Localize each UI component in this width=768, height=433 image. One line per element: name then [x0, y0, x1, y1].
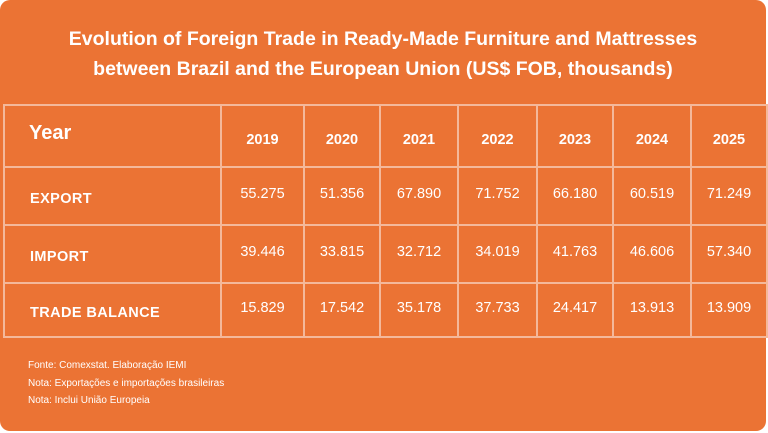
header-row: Year 2019 2020 2021 2022 2023 2024 2025 — [3, 104, 768, 168]
trade-balance-2022: 37.733 — [457, 282, 538, 338]
trade-balance-2019: 15.829 — [220, 282, 305, 338]
eu-note: Nota: Inclui União Europeia — [28, 395, 150, 406]
year-2020: 2020 — [303, 104, 381, 168]
trade-balance-2025: 13.909 — [690, 282, 768, 338]
export-2024: 60.519 — [612, 166, 692, 226]
title: Evolution of Foreign Trade in Ready-Made… — [0, 24, 766, 84]
year-2022: 2022 — [457, 104, 538, 168]
import-2019: 39.446 — [220, 224, 305, 284]
export-2020: 51.356 — [303, 166, 381, 226]
trade-table: Year 2019 2020 2021 2022 2023 2024 2025 … — [3, 104, 768, 338]
trade-balance-2020: 17.542 — [303, 282, 381, 338]
trade-balance-row: TRADE BALANCE 15.829 17.542 35.178 37.73… — [3, 282, 768, 338]
import-row: IMPORT 39.446 33.815 32.712 34.019 41.76… — [3, 224, 768, 284]
import-label: IMPORT — [3, 224, 222, 284]
trade-balance-2023: 24.417 — [536, 282, 614, 338]
year-2025: 2025 — [690, 104, 768, 168]
import-2024: 46.606 — [612, 224, 692, 284]
year-2024: 2024 — [612, 104, 692, 168]
export-2019: 55.275 — [220, 166, 305, 226]
export-row: EXPORT 55.275 51.356 67.890 71.752 66.18… — [3, 166, 768, 226]
trade-balance-label: TRADE BALANCE — [3, 282, 222, 338]
trade-balance-2024: 13.913 — [612, 282, 692, 338]
export-2025: 71.249 — [690, 166, 768, 226]
source-note: Fonte: Comexstat. Elaboração IEMI — [28, 360, 187, 371]
title-line-2: between Brazil and the European Union (U… — [93, 58, 673, 80]
year-2019: 2019 — [220, 104, 305, 168]
year-2023: 2023 — [536, 104, 614, 168]
import-2023: 41.763 — [536, 224, 614, 284]
title-line-1: Evolution of Foreign Trade in Ready-Made… — [68, 28, 698, 50]
export-2023: 66.180 — [536, 166, 614, 226]
trade-balance-2021: 35.178 — [379, 282, 459, 338]
import-2022: 34.019 — [457, 224, 538, 284]
export-2022: 71.752 — [457, 166, 538, 226]
import-2025: 57.340 — [690, 224, 768, 284]
year-2021: 2021 — [379, 104, 459, 168]
trade-note: Nota: Exportações e importações brasilei… — [28, 377, 225, 389]
export-label: EXPORT — [3, 166, 222, 226]
import-2020: 33.815 — [303, 224, 381, 284]
export-2021: 67.890 — [379, 166, 459, 226]
import-2021: 32.712 — [379, 224, 459, 284]
footnotes: Fonte: Comexstat. Elaboração IEMI Nota: … — [28, 357, 224, 410]
year-header: Year — [3, 104, 222, 168]
